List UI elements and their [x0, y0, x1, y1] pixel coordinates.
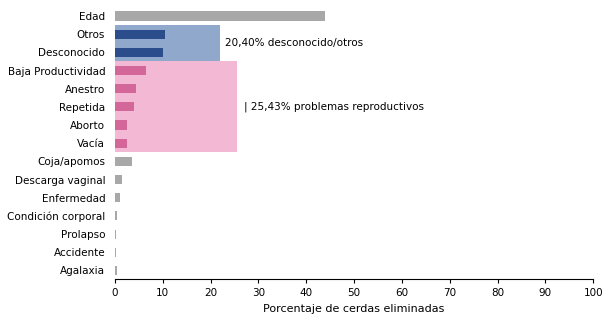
Bar	[115, 48, 163, 57]
Bar	[115, 134, 237, 152]
Bar	[115, 175, 122, 184]
Text: 20,40% desconocido/otros: 20,40% desconocido/otros	[225, 38, 363, 48]
Bar	[115, 84, 137, 93]
Bar	[115, 25, 220, 43]
Bar	[115, 102, 134, 111]
Bar	[115, 230, 117, 239]
Bar	[115, 61, 237, 80]
Text: | 25,43% problemas reproductivos: | 25,43% problemas reproductivos	[244, 102, 424, 112]
Bar	[115, 157, 132, 166]
Bar	[115, 120, 127, 130]
Bar	[115, 139, 127, 148]
Bar	[115, 116, 237, 134]
Bar	[115, 193, 120, 202]
Bar	[115, 211, 117, 221]
Bar	[115, 43, 220, 61]
Bar	[115, 12, 325, 21]
Bar	[115, 30, 165, 39]
Bar	[115, 98, 237, 116]
X-axis label: Porcentaje de cerdas eliminadas: Porcentaje de cerdas eliminadas	[264, 304, 445, 314]
Bar	[115, 266, 117, 275]
Bar	[115, 80, 237, 98]
Bar	[115, 66, 146, 75]
Bar	[115, 248, 117, 257]
